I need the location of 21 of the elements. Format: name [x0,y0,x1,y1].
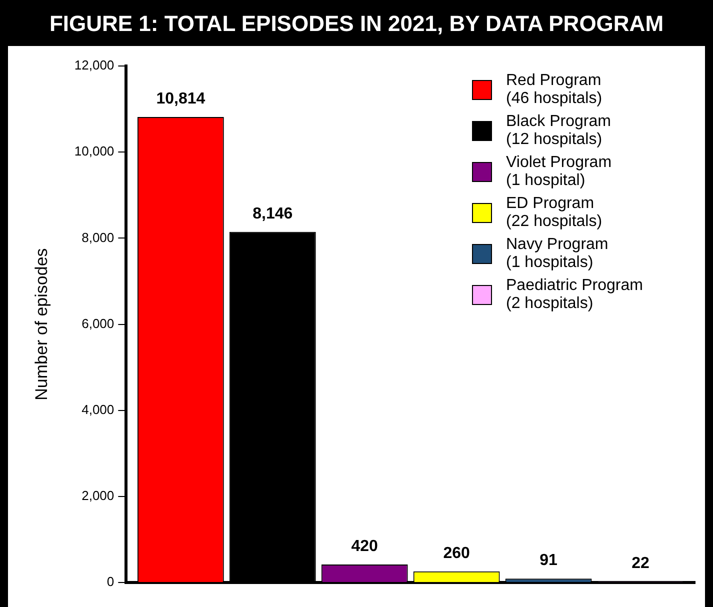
legend-label: Violet Program (1 hospital) [506,154,612,190]
y-tick-label: 10,000 [74,144,114,159]
legend-label: Paediatric Program (2 hospitals) [506,277,643,313]
y-tick-label: 6,000 [82,316,114,331]
data-label: 420 [351,538,378,555]
y-tick-label: 4,000 [82,402,114,417]
data-label: 260 [443,544,470,562]
data-label: 22 [632,555,650,572]
legend-label: ED Program (22 hospitals) [506,195,602,231]
y-tick-label: 2,000 [82,488,114,504]
legend-label: Black Program (12 hospitals) [506,113,611,149]
y-axis-title: Number of episodes [32,248,51,400]
legend-label: Navy Program (1 hospitals) [506,236,608,272]
data-label: 10,814 [156,90,206,108]
y-tick-label: 8,000 [82,230,114,245]
chart-title: FIGURE 1: TOTAL EPISODES IN 2021, BY DATA PROGRAM [8,0,705,46]
data-label: 91 [540,552,558,570]
y-tick-label: 0 [106,574,114,590]
legend-label: Red Program (46 hospitals) [506,72,602,108]
data-label: 8,146 [252,205,293,222]
y-tick-label: 12,000 [74,58,114,73]
